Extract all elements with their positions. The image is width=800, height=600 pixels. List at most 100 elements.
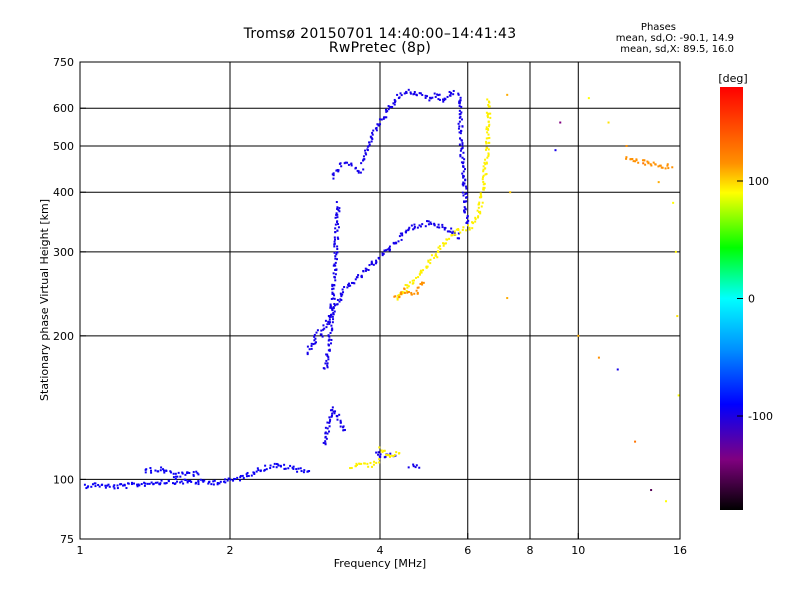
echo-point xyxy=(201,479,204,482)
y-tick-label: 75 xyxy=(60,533,74,546)
echo-point xyxy=(487,153,490,156)
echo-point xyxy=(393,242,396,245)
echo-point xyxy=(245,473,248,476)
echo-point xyxy=(459,132,462,135)
echo-point xyxy=(416,226,419,229)
echo-point xyxy=(463,168,466,171)
echo-point xyxy=(487,100,490,103)
echo-point xyxy=(332,306,335,309)
echo-point xyxy=(480,205,483,208)
echo-point xyxy=(313,333,316,336)
echo-point xyxy=(186,480,189,483)
echo-point xyxy=(324,362,327,365)
echo-point xyxy=(462,176,465,179)
echo-point xyxy=(446,238,449,241)
echo-point xyxy=(342,291,345,294)
echo-point xyxy=(377,124,380,127)
echo-point xyxy=(424,225,427,228)
echo-point xyxy=(419,282,422,285)
echo-point xyxy=(482,168,485,171)
echo-point xyxy=(422,281,425,284)
echo-point xyxy=(331,308,334,311)
echo-point xyxy=(425,265,428,268)
echo-point xyxy=(631,158,634,161)
echo-point xyxy=(462,165,465,168)
echo-point xyxy=(486,146,489,149)
echo-point xyxy=(459,231,462,234)
echo-point xyxy=(372,463,375,466)
echo-point xyxy=(116,487,119,490)
echo-point xyxy=(487,152,490,155)
echo-point xyxy=(485,161,488,164)
echo-point xyxy=(457,122,460,125)
echo-point xyxy=(242,477,245,480)
echo-point xyxy=(331,414,334,417)
echo-point xyxy=(461,228,464,231)
echo-point xyxy=(257,469,260,472)
echo-point xyxy=(383,449,386,452)
echo-point xyxy=(379,453,382,456)
echo-point xyxy=(401,290,404,293)
echo-point xyxy=(461,144,464,147)
axis-ticks: 1 2 4 6 8 10 16 75 100 200 300 400 500 600 750 xyxy=(53,56,687,557)
echo-point xyxy=(649,163,652,166)
echo-point xyxy=(406,286,409,289)
echo-point xyxy=(330,324,333,327)
echo-point xyxy=(487,137,490,140)
echo-point xyxy=(458,109,461,112)
echo-point xyxy=(371,131,374,134)
y-tick-label: 100 xyxy=(53,473,74,486)
echo-point xyxy=(407,88,410,91)
echo-point xyxy=(442,100,445,103)
echo-point xyxy=(417,276,420,279)
echo-point xyxy=(189,479,192,482)
echo-point xyxy=(459,153,462,156)
echo-point xyxy=(454,233,457,236)
echo-point xyxy=(398,295,401,298)
echo-point xyxy=(483,186,486,189)
echo-point xyxy=(632,160,635,163)
echo-point xyxy=(336,216,339,219)
echo-point xyxy=(446,95,449,98)
x-tick-label: 8 xyxy=(527,544,534,557)
echo-point xyxy=(165,482,168,485)
echo-point xyxy=(113,487,116,490)
echo-point xyxy=(227,477,230,480)
echo-point xyxy=(479,193,482,196)
chart-subtitle: RwPretec (8p) xyxy=(328,40,432,56)
echo-point xyxy=(400,291,403,294)
echo-point xyxy=(334,216,337,219)
echo-point xyxy=(207,482,210,485)
echo-point xyxy=(219,480,222,483)
echo-point xyxy=(356,276,359,279)
echo-point xyxy=(234,478,237,481)
echo-point xyxy=(463,200,466,203)
echo-point xyxy=(625,157,628,160)
echo-point xyxy=(481,201,484,204)
echo-point xyxy=(162,468,165,471)
echo-point xyxy=(333,242,336,245)
colorbar-unit: [deg] xyxy=(718,72,747,85)
echo-point xyxy=(420,281,423,284)
echo-point xyxy=(331,321,334,324)
echo-point xyxy=(336,207,339,210)
echo-point xyxy=(462,170,465,173)
echo-point xyxy=(418,466,421,469)
echo-point xyxy=(427,259,430,262)
echo-point xyxy=(445,242,448,245)
x-tick-label: 1 xyxy=(77,544,84,557)
echo-point xyxy=(482,186,485,189)
echo-point xyxy=(331,406,334,409)
echo-point xyxy=(407,290,410,293)
echo-point xyxy=(410,224,413,227)
echo-point xyxy=(172,472,175,475)
echo-point xyxy=(343,428,346,431)
echo-point xyxy=(661,166,664,169)
echo-point xyxy=(181,471,184,474)
echo-point xyxy=(363,158,366,161)
echo-point xyxy=(328,318,331,321)
echo-point xyxy=(385,249,388,252)
echo-point xyxy=(457,92,460,95)
echo-point xyxy=(339,421,342,424)
echo-point xyxy=(344,161,347,164)
